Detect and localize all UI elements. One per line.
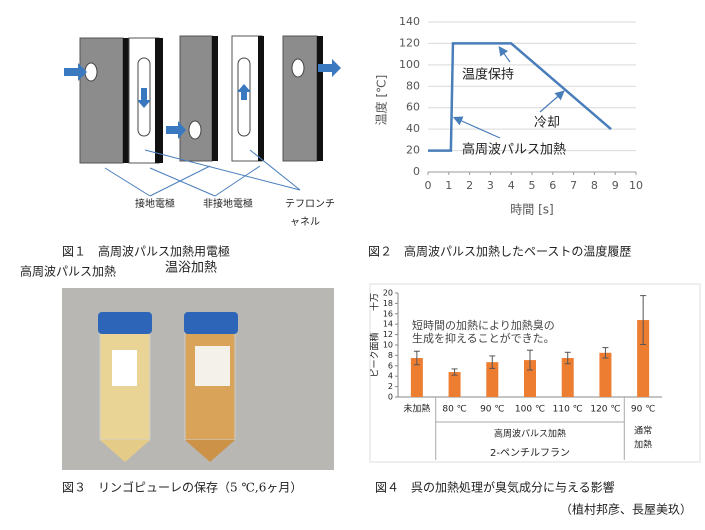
electrode-diagram [64, 35, 341, 197]
y-tick-label: 12 [383, 330, 393, 339]
group-label: 加熱 [634, 439, 652, 451]
x-tick-label: 120 ℃ [590, 405, 620, 415]
y-tick-label: 120 [399, 36, 420, 49]
photo [62, 288, 334, 470]
x-tick-label: 6 [549, 179, 556, 192]
group-label: 通常 [634, 425, 652, 437]
bar [448, 372, 461, 397]
plot-frame [369, 283, 701, 463]
x-tick-label: 4 [508, 179, 515, 192]
y-tick-label: 6 [388, 361, 393, 370]
label: ャネル [290, 216, 320, 228]
y-tick-label: 40 [406, 122, 420, 135]
bar [486, 362, 499, 397]
arrow [539, 90, 565, 113]
label: 高周波パルス加熱 [20, 264, 116, 279]
y-tick-label: 8 [388, 351, 393, 360]
bar [599, 352, 612, 397]
y-tick-label: 4 [388, 372, 393, 381]
bar [637, 320, 650, 397]
y-tick-label: 14 [383, 320, 393, 329]
label: 温浴加熱 [165, 261, 217, 276]
annotation: 温度保持 [462, 67, 514, 83]
group-label: 高周波パルス加熱 [494, 428, 566, 440]
x-tick-label: 110 ℃ [553, 405, 583, 415]
label: 非接地電極 [203, 197, 253, 210]
y-tick-label: 0 [413, 165, 420, 178]
caption: 図４ 呉の加熱処理が臭気成分に与える影響 [375, 480, 615, 495]
x-tick-label: 100 ℃ [515, 405, 545, 415]
y-tick-label: 20 [383, 289, 393, 298]
x-tick-label: 7 [570, 179, 577, 192]
y-tick-label: 18 [383, 299, 393, 308]
line [428, 42, 612, 152]
unit: 十万 [369, 293, 381, 311]
y-tick-label: 100 [399, 58, 420, 71]
annotation: 冷却 [534, 116, 560, 131]
x-tick-label: 8 [591, 179, 598, 192]
credit: （植村邦彦、長屋美玖） [560, 502, 692, 517]
y-tick-label: 140 [399, 15, 420, 28]
x-tick-label: 9 [612, 179, 619, 192]
y-tick-label: 2 [388, 382, 393, 391]
annotation: 高周波パルス加熱 [462, 142, 566, 158]
y-tick-label: 60 [406, 101, 420, 114]
x-tick-label: 2 [466, 179, 473, 192]
label: 接地電極 [135, 197, 175, 210]
y-axis-label: 温度 [℃] [374, 75, 389, 126]
x-tick-label: 1 [445, 179, 452, 192]
annotation: 生成を抑えることができた。 [412, 331, 555, 345]
x-tick-label: 0 [425, 179, 432, 192]
label: テフロンチ [285, 198, 335, 210]
y-axis-label: ピーク面積 [369, 332, 381, 377]
y-tick-label: 0 [388, 393, 393, 402]
x-tick-label: 3 [487, 179, 494, 192]
x-tick-label: 未加熱 [403, 403, 430, 415]
x-axis-label: 時間 [s] [510, 203, 553, 217]
y-tick-label: 10 [383, 341, 393, 350]
x-tick-label: 10 [629, 179, 643, 192]
bar [561, 358, 574, 397]
y-tick-label: 80 [406, 79, 420, 92]
caption: 図２ 高周波パルス加熱したペーストの温度履歴 [368, 244, 631, 259]
x-tick-label: 80 ℃ [442, 405, 466, 415]
arrow [498, 46, 511, 63]
x-tick-label: 90 ℃ [631, 405, 655, 415]
caption: 図１ 高周波パルス加熱用電極 [62, 244, 230, 259]
bar [524, 360, 536, 397]
y-tick-label: 20 [406, 144, 420, 157]
caption: 図３ リンゴピューレの保存（5 ℃,6ヶ月） [62, 480, 302, 495]
y-tick-label: 16 [383, 309, 393, 318]
bar [410, 358, 423, 397]
x-tick-label: 90 ℃ [480, 405, 504, 415]
annotation: 短時間の加熱により加熱臭の [412, 318, 555, 332]
x-tick-label: 5 [529, 179, 536, 192]
arrow [452, 116, 501, 139]
x-axis-label: 2-ペンチルフラン [490, 447, 570, 459]
